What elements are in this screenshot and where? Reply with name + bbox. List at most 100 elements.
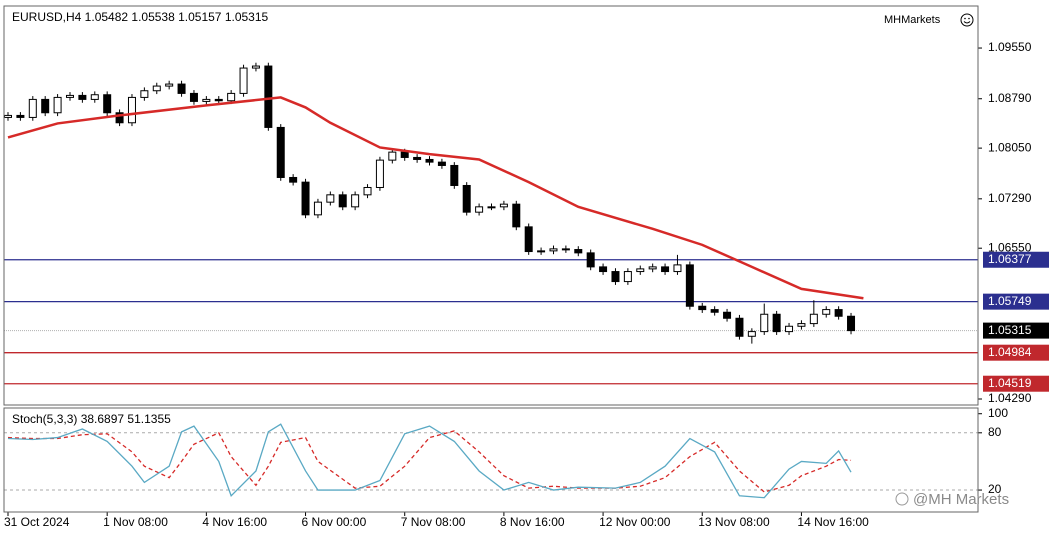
candle-body [809, 313, 818, 325]
candle-body [611, 271, 620, 283]
candle-body [400, 151, 409, 158]
plot-area: 1.09550 1.08790 1.08050 1.07290 1.06550 1.042… [4, 40, 1049, 529]
candle-body [524, 226, 533, 253]
y-tick-label: 1.06550 [988, 240, 1032, 254]
candle-body [28, 98, 37, 118]
candle-body [165, 83, 174, 87]
y-tick-label: 1.09550 [988, 40, 1032, 54]
candle-body [760, 313, 769, 333]
candle-body [437, 161, 446, 166]
x-tick-label: 31 Oct 2024 [4, 515, 70, 529]
candle-body [388, 151, 397, 161]
stoch-tick-label: 100 [988, 406, 1008, 420]
candle-body [574, 249, 583, 254]
candle-body [16, 114, 25, 118]
candle-body [797, 323, 806, 327]
price-level-box [983, 322, 1049, 339]
candle-body [41, 98, 50, 114]
candle-body [537, 250, 546, 253]
candle-body [115, 112, 124, 124]
candle-body [586, 252, 595, 268]
candle-body [450, 164, 459, 186]
candle-body [561, 248, 570, 251]
price-level-label: 1.05315 [988, 323, 1032, 337]
candle-body [648, 266, 657, 270]
candle-body [276, 126, 285, 178]
main-frame [3, 5, 979, 406]
stoch-frame [3, 407, 979, 513]
y-tick-label: 1.04290 [988, 391, 1032, 405]
x-tick-label: 7 Nov 08:00 [401, 515, 466, 529]
stoch-title: Stoch(5,3,3) 38.6897 51.1355 [12, 412, 171, 426]
x-tick-label: 6 Nov 00:00 [302, 515, 367, 529]
price-level-box [983, 344, 1049, 361]
candle-body [822, 309, 831, 315]
price-level-label: 1.04519 [988, 376, 1032, 390]
candle-body [710, 309, 719, 313]
candle-body [847, 315, 856, 332]
x-tick-label: 13 Nov 08:00 [698, 515, 770, 529]
candle-body [140, 90, 149, 98]
candle-body [227, 92, 236, 102]
candle-body [698, 305, 707, 311]
price-level-label: 1.06377 [988, 252, 1032, 266]
candle-body [301, 181, 310, 216]
y-tick-label: 1.08790 [988, 91, 1032, 105]
candle-body [413, 156, 422, 160]
price-level-box [983, 293, 1049, 310]
candle-body [289, 176, 298, 183]
candle-body [499, 203, 508, 208]
candle-body [425, 158, 434, 163]
candle-body [834, 309, 843, 317]
candle-body [599, 266, 608, 273]
x-tick-label: 14 Nov 16:00 [797, 515, 869, 529]
price-level-label: 1.05749 [988, 294, 1032, 308]
candle-body [747, 331, 756, 337]
price-level-label: 1.04984 [988, 345, 1032, 359]
candle-body [487, 206, 496, 209]
stoch-d [7, 430, 852, 493]
candle-body [239, 67, 248, 94]
candle-body [103, 94, 112, 114]
watermark: @MH Markets [913, 491, 1009, 508]
candle-body [673, 264, 682, 273]
candle-body [313, 201, 322, 216]
candle-body [202, 98, 211, 102]
candle-body [462, 184, 471, 213]
x-tick-label: 4 Nov 16:00 [202, 515, 267, 529]
candle-body [177, 83, 186, 94]
watermark-icon [895, 492, 909, 506]
candle-body [152, 85, 161, 92]
candle-body [723, 311, 732, 319]
candle-body [351, 194, 360, 208]
stoch-tick-label: 20 [988, 482, 1002, 496]
x-tick-label: 12 Nov 00:00 [599, 515, 671, 529]
candle-body [735, 317, 744, 337]
chart-title: EURUSD,H4 1.05482 1.05538 1.05157 1.0531… [12, 10, 269, 24]
x-tick-label: 8 Nov 16:00 [500, 515, 565, 529]
stoch-k [7, 423, 852, 499]
candle-body [375, 159, 384, 188]
candle-body [189, 92, 198, 102]
brand-icon [960, 13, 974, 27]
stoch-tick-label: 80 [988, 425, 1002, 439]
candle-body [338, 194, 347, 208]
x-tick-label: 1 Nov 08:00 [103, 515, 168, 529]
candle-body [214, 98, 223, 102]
candle-body [127, 96, 136, 124]
candle-body [549, 248, 558, 252]
candle-body [264, 65, 273, 128]
price-level-box [983, 375, 1049, 392]
candle-body [785, 325, 794, 333]
price-level-box [983, 251, 1049, 268]
moving-average [7, 96, 864, 300]
candle-body [363, 186, 372, 196]
candle-body [326, 194, 335, 203]
candle-body [78, 94, 87, 100]
candle-body [623, 271, 632, 283]
candle-body [772, 313, 781, 333]
candle-body [685, 264, 694, 307]
candle-body [512, 203, 521, 228]
